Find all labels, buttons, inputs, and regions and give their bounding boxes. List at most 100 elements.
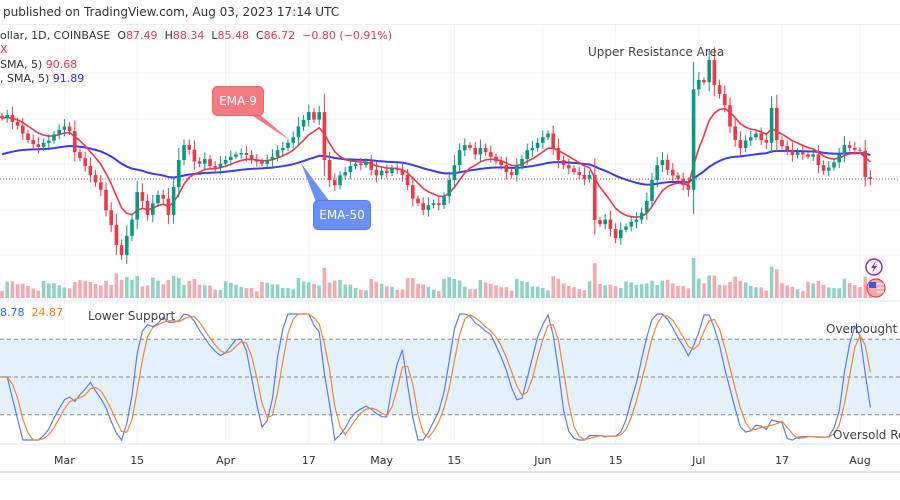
volume-bar [286,288,290,298]
volume-bar [104,280,108,298]
candle-body [385,170,389,174]
candle-body [473,147,477,155]
candle-body [447,180,451,197]
candle-body [374,169,379,176]
volume-bar [567,285,571,298]
volume-bar [795,289,800,298]
volume-bar [728,281,732,298]
lower-support-label: Lower Support [88,309,176,323]
legend-line-2: X [0,43,8,56]
volume-bar [546,290,550,298]
candle-body [520,159,524,167]
volume-bar [473,288,477,298]
candle-body [853,147,857,150]
open-value: 87.49 [126,29,158,42]
volume-bar [166,279,171,298]
volume-bar [359,289,363,298]
candle-body [593,174,597,221]
volume-bar [405,278,410,298]
volume-bar [291,289,295,298]
overbought-label: Overbought R [826,322,900,336]
volume-bar [411,278,415,298]
volume-bar [608,284,613,298]
candle-body [551,133,555,148]
candle-body [858,149,862,151]
volume-bar [416,283,420,298]
volume-bar [395,289,399,298]
candle-body [525,150,529,160]
candle-body [52,134,56,141]
x-tick-label: 15 [130,454,144,467]
volume-bar [208,285,212,298]
ema50-callout: EMA-50 [313,200,371,230]
candle-body [577,172,581,175]
volume-bar [483,282,488,298]
volume-bar [655,284,659,298]
volume-bar [847,283,852,298]
volume-bar [858,287,862,298]
volume-bar [452,278,457,298]
candle-body [686,185,691,190]
candle-body [743,140,748,148]
volume-bar [551,276,555,298]
candle-body [608,219,613,229]
published-header: published on TradingView.com, Aug 03, 20… [3,5,340,19]
low-value: 85.48 [217,29,249,42]
volume-bar [447,276,451,298]
volume-bar [619,288,623,298]
candle-body [405,174,410,186]
close-value: 86.72 [263,29,296,42]
candle-body [275,150,280,157]
volume-bar [676,285,680,298]
volume-bar [73,282,77,298]
volume-bar [442,278,446,298]
candle-body [712,60,717,86]
volume-bar [5,281,9,298]
volume-bar [702,283,706,298]
volume-bar [587,281,592,298]
candle-body [239,153,243,155]
ema9-callout-tail [248,113,291,141]
volume-bar [723,285,727,298]
candle-body [530,147,535,151]
volume-bar [31,288,35,298]
volume-bar [504,287,509,298]
x-tick-label: May [370,454,393,467]
candle-body [837,154,841,163]
candle-body [255,160,259,162]
candle-body [125,235,129,255]
candle-body [457,150,462,166]
volume-bar [203,285,207,298]
candle-body [62,126,67,130]
volume-bar [437,291,441,298]
candle-body [468,145,472,148]
candle-body [156,194,160,204]
candle-body [827,167,831,171]
candle-body [764,140,769,143]
ema50-legend: , SMA, 5) 91.89 [0,72,85,85]
candle-body [702,80,706,83]
candle-body [400,169,405,175]
candle-body [697,80,701,90]
candle-body [749,137,753,141]
candle-body [359,163,363,166]
candle-body [135,192,139,220]
volume-bar [717,284,722,298]
volume-bar [67,288,72,298]
volume-bar [801,290,805,298]
volume-bar [281,287,285,298]
ema9-value: 90.68 [45,58,78,71]
candle-body [546,133,550,138]
volume-bar [21,283,25,298]
x-tick-label: 17 [775,454,789,467]
stoch-legend: 8.78 24.87 [0,306,63,319]
candle-body [754,133,758,138]
candle-body [67,126,72,132]
high-value: 88.34 [172,29,205,42]
candle-body [197,161,202,164]
candle-body [333,180,337,186]
volume-bar [707,275,711,298]
volume-bar [733,276,737,298]
candle-body [561,160,566,166]
